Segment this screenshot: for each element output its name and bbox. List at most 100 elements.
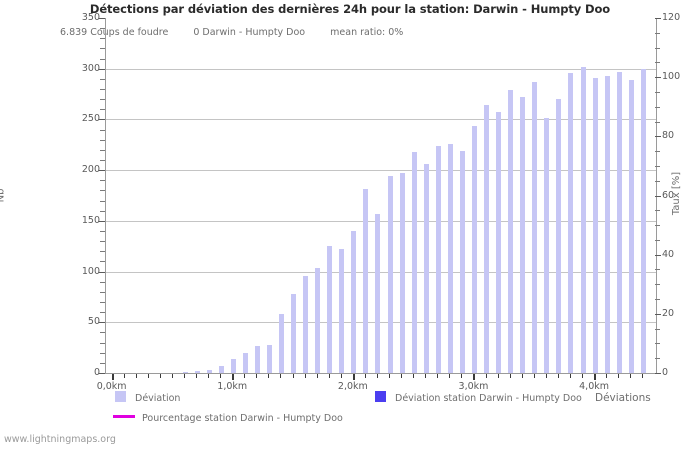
legend-label-deviation: Déviation	[135, 393, 181, 404]
x-axis-tick	[159, 374, 161, 378]
x-axis-tick	[425, 374, 427, 378]
y-axis-left-tick	[100, 362, 105, 364]
y-axis-left-tick	[100, 312, 105, 314]
y-axis-left-tick	[100, 139, 105, 141]
x-axis-tick	[521, 374, 523, 378]
chart-title: Détections par déviation des dernières 2…	[89, 2, 611, 16]
x-axis-tick	[256, 374, 258, 378]
y-axis-right-tick-label: 120	[662, 12, 681, 23]
y-axis-right-tick-label: 80	[662, 130, 675, 142]
y-axis-right-tick-label: 60	[662, 189, 675, 201]
bar	[580, 66, 586, 373]
y-axis-left-tick	[100, 190, 105, 192]
y-axis-right-tick-label: 0	[662, 367, 669, 378]
bar	[435, 145, 441, 373]
bar	[315, 267, 321, 373]
x-axis-tick	[533, 374, 535, 378]
bar	[218, 365, 224, 373]
y-axis-left-tick	[99, 119, 105, 121]
bar	[230, 358, 236, 373]
y-axis-left-tick	[100, 38, 105, 40]
y-axis-left-tick	[100, 332, 105, 334]
y-axis-right-tick	[655, 313, 661, 315]
bar	[278, 314, 284, 373]
bar-series-deviation	[106, 18, 656, 373]
y-axis-left-tick-label: 50	[87, 316, 100, 328]
x-axis-tick	[171, 374, 173, 378]
y-axis-left-tick	[100, 302, 105, 303]
x-axis-tick	[316, 374, 318, 378]
x-axis-tick	[461, 374, 463, 378]
y-axis-left-tick	[100, 160, 105, 161]
x-axis-tick	[413, 374, 415, 378]
x-axis-tick	[630, 374, 632, 378]
x-axis-tick	[437, 374, 439, 378]
y-axis-right-tick	[655, 77, 661, 79]
x-axis-tick	[244, 374, 246, 378]
bar	[604, 75, 610, 373]
y-axis-left-tick-label: 200	[81, 164, 100, 176]
y-axis-left-tick	[99, 322, 105, 324]
x-axis-tick	[545, 374, 547, 378]
x-axis-tick	[232, 374, 235, 380]
bar	[544, 118, 550, 373]
legend-item-percentage-station: Pourcentage station Darwin - Humpty Doo	[113, 413, 343, 424]
bar	[459, 150, 465, 373]
bar	[242, 352, 248, 373]
gridline	[106, 170, 656, 172]
y-axis-right-tick-label: 20	[662, 307, 675, 319]
bar	[291, 293, 297, 373]
y-axis-left-tick	[100, 241, 105, 243]
y-axis-left-tick	[100, 352, 105, 354]
x-axis-tick-label: 1,0km	[217, 381, 248, 392]
bar	[484, 105, 490, 373]
x-axis-title: Déviations	[595, 392, 651, 404]
legend-swatch-percentage-station	[113, 415, 135, 418]
y-axis-left-tick	[100, 291, 105, 293]
y-axis-left-title: Nb	[0, 188, 7, 203]
y-axis-left-tick	[100, 281, 105, 283]
subtitle-station-count: 0 Darwin - Humpty Doo	[193, 27, 306, 38]
y-axis-right-tick	[655, 343, 660, 345]
x-axis-tick	[328, 374, 330, 378]
y-axis-left-tick	[99, 220, 105, 222]
x-axis-tick	[111, 374, 114, 380]
y-axis-right-tick	[655, 210, 660, 212]
x-axis-tick	[449, 374, 451, 378]
x-axis-tick	[340, 374, 342, 378]
bar	[471, 125, 477, 373]
x-axis-tick	[557, 374, 559, 378]
bar	[628, 79, 634, 373]
x-axis-tick	[389, 374, 391, 378]
gridline	[106, 220, 656, 222]
subtitle-strokes: 6.839 Coups de foudre	[60, 27, 169, 38]
legend-item-deviation-station: Déviation station Darwin - Humpty Doo	[375, 391, 582, 404]
legend-label-deviation-station: Déviation station Darwin - Humpty Doo	[395, 393, 582, 404]
y-axis-left-tick	[100, 99, 105, 101]
bar	[351, 231, 357, 373]
bar	[339, 249, 345, 373]
y-axis-right-tick	[655, 165, 660, 167]
y-axis-left-tick	[99, 68, 105, 70]
y-axis-right-tick	[655, 136, 661, 138]
bar	[182, 372, 188, 373]
gridline	[106, 271, 656, 273]
gridline	[106, 322, 656, 324]
bar	[411, 151, 417, 373]
y-axis-right-tick	[655, 47, 660, 49]
footer-credit: www.lightningmaps.org	[4, 434, 116, 445]
x-axis-tick	[497, 374, 499, 378]
y-axis-left-tick-label: 0	[93, 367, 100, 378]
y-axis-right-tick	[655, 151, 660, 153]
y-axis-left-tick	[100, 261, 105, 263]
y-axis-right-labels: 0 20 40 60 80 100 120	[662, 0, 700, 450]
bar	[327, 246, 333, 373]
bar	[520, 97, 526, 373]
bar	[194, 370, 200, 373]
y-axis-right-title: Taux [%]	[671, 171, 683, 216]
y-axis-right-tick	[655, 62, 660, 64]
y-axis-left-tick-label: 250	[81, 113, 100, 125]
y-axis-left-labels: 0 50 100 150 200 250 300 350	[55, 0, 100, 450]
x-axis-tick	[606, 374, 608, 378]
y-axis-left-tick	[99, 170, 105, 172]
